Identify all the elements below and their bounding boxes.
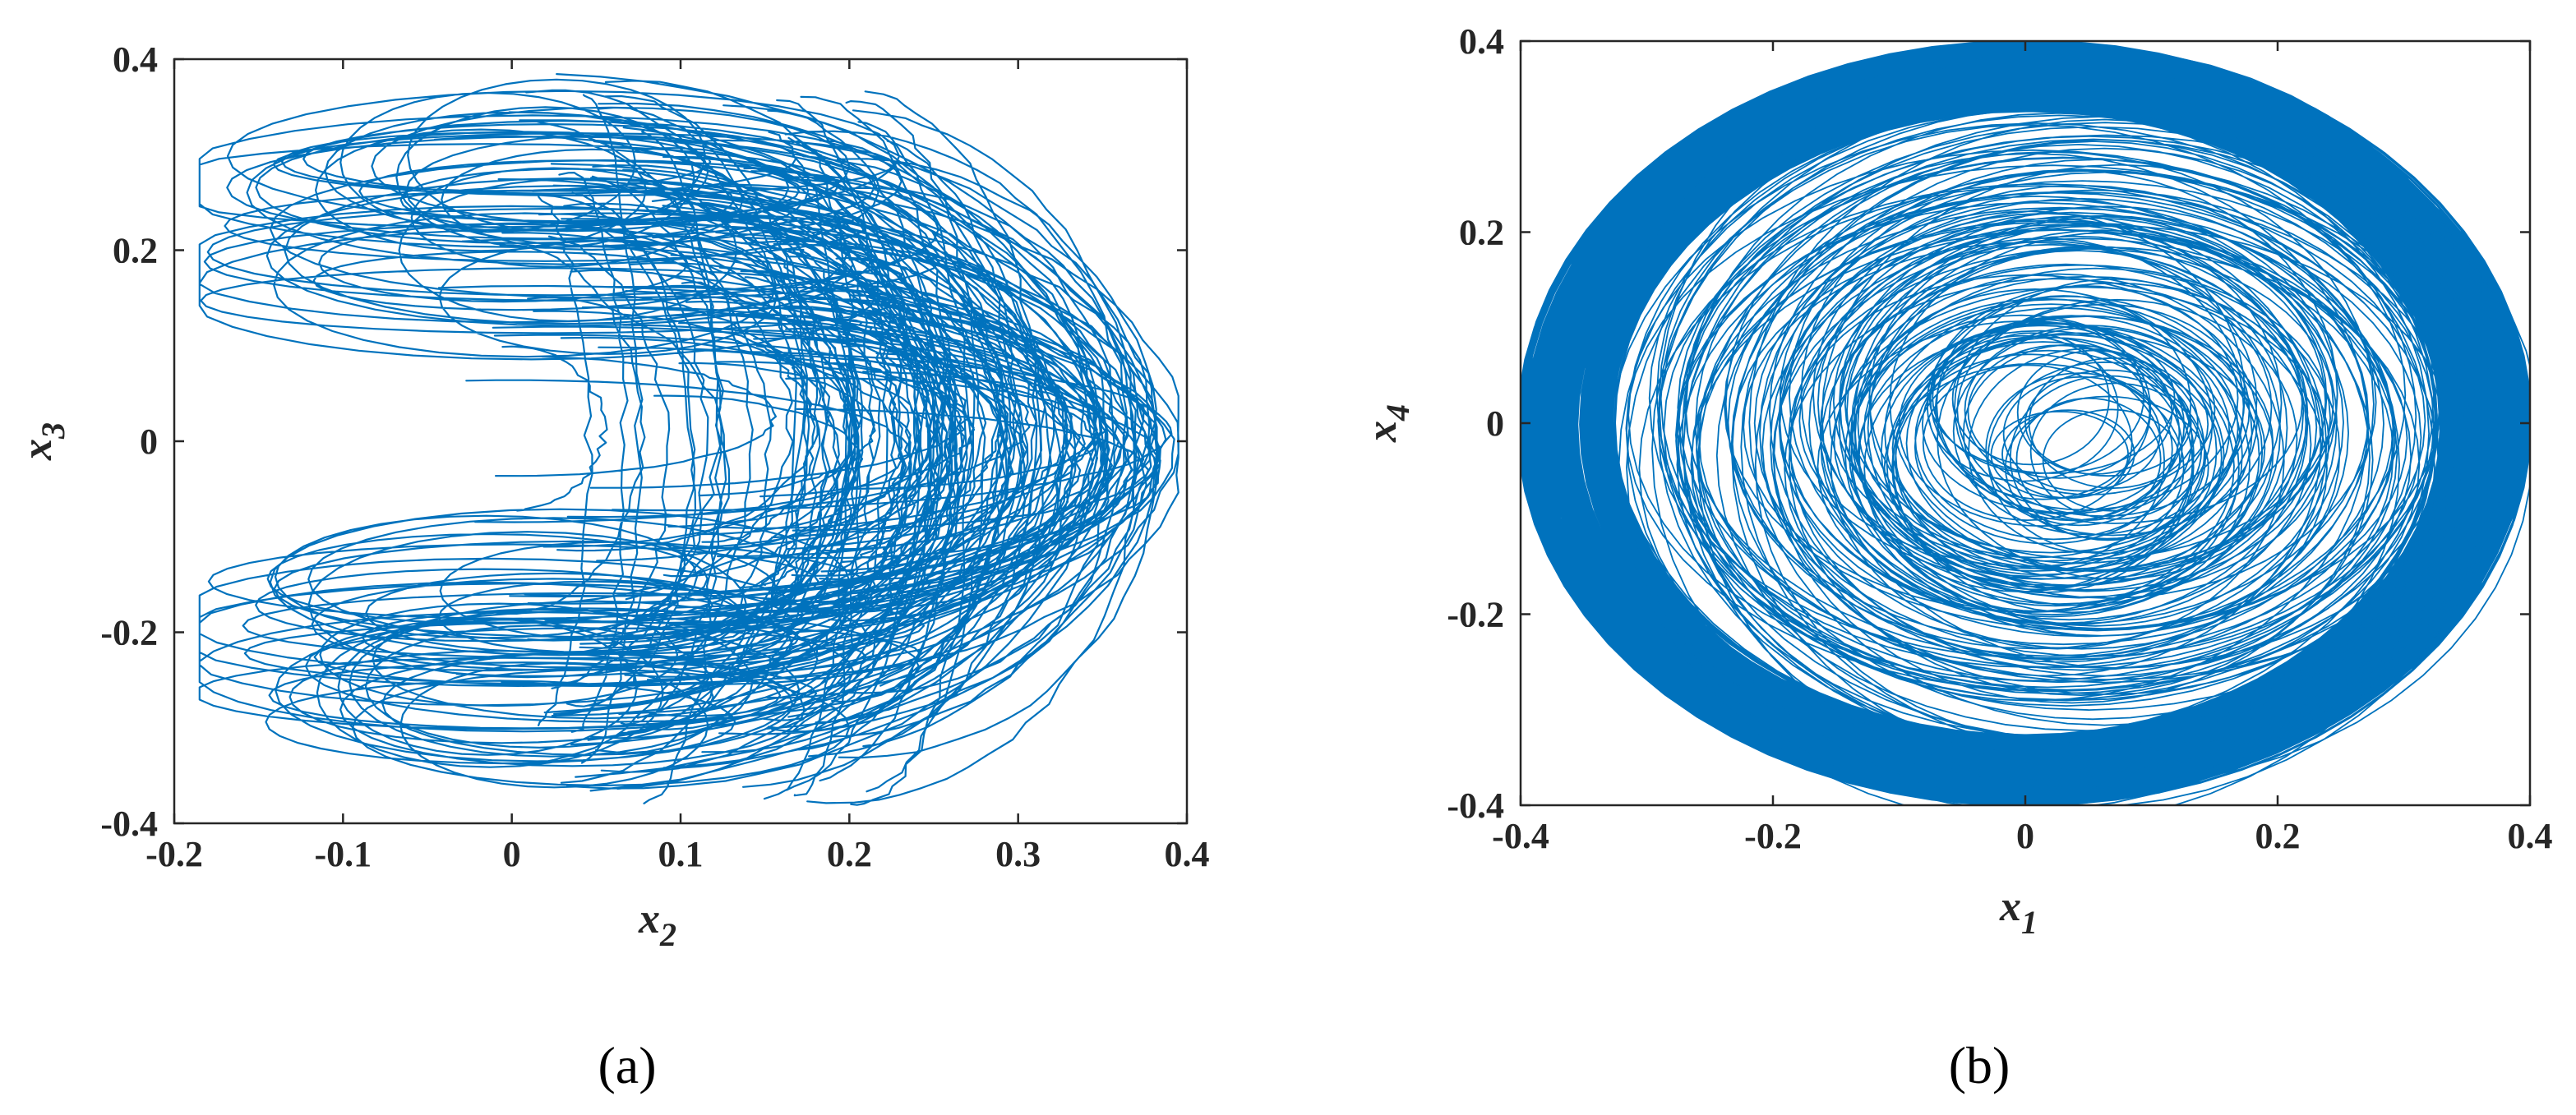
panel-b-y-tick-label: -0.4 bbox=[1447, 786, 1504, 826]
panel-b-ticks: -0.4 -0.2 0 0.2 0.4 -0.4 -0.2 0 0.2 0.4 bbox=[1447, 21, 2552, 856]
panel-b-y-axis-label: x4 bbox=[1359, 404, 1416, 443]
panel-b-y-tick-label: 0.4 bbox=[1459, 21, 1504, 62]
panel-b-chart: -0.4 -0.2 0 0.2 0.4 -0.4 -0.2 0 0.2 0.4 x1 x4 bbox=[1359, 21, 2553, 941]
panel-a-x-tick-label: 0.4 bbox=[1165, 834, 1210, 874]
panel-label-a: (a) bbox=[598, 1036, 656, 1094]
panel-b-y-tick-label: 0 bbox=[1486, 403, 1504, 444]
panel-a-chart: -0.2 -0.1 0 0.1 0.2 0.3 0.4-0.4-0.200.20.4 x2 … bbox=[14, 39, 1210, 953]
panel-a-x-axis-label: x2 bbox=[638, 896, 676, 953]
panel-a-y-tick-label: -0.4 bbox=[100, 804, 158, 844]
panel-b-x-tick-label: -0.2 bbox=[1744, 816, 1802, 856]
panel-a-x-tick-label: 0 bbox=[503, 834, 521, 874]
panel-a-ticks: -0.2 -0.1 0 0.1 0.2 0.3 0.4-0.4-0.200.20.4 bbox=[100, 39, 1209, 874]
panel-b-x-tick-label: 0 bbox=[2016, 816, 2034, 856]
panel-a-y-tick-label: 0 bbox=[140, 422, 158, 462]
panel-b-trajectory bbox=[1521, 41, 2530, 805]
panel-a-y-axis-label: x3 bbox=[14, 422, 72, 461]
panel-a-x-tick-label: 0.2 bbox=[827, 834, 872, 874]
panel-label-b: (b) bbox=[1949, 1036, 2010, 1094]
panel-b-x-tick-label: -0.4 bbox=[1492, 816, 1549, 856]
panel-b-inner-loops-path bbox=[1606, 47, 2530, 805]
panel-a-y-tick-label: -0.2 bbox=[100, 613, 158, 653]
panel-a-trajectory-path bbox=[198, 73, 1180, 806]
panel-b-y-tick-label: 0.2 bbox=[1459, 213, 1504, 253]
panel-a-y-tick-label: 0.2 bbox=[113, 231, 158, 271]
panel-a-x-tick-label: -0.2 bbox=[145, 834, 203, 874]
panel-b-y-tick-label: -0.2 bbox=[1447, 595, 1504, 635]
panel-a-y-tick-label: 0.4 bbox=[113, 39, 158, 80]
panel-b-x-tick-label: 0.4 bbox=[2508, 816, 2553, 856]
panel-a-trajectory bbox=[198, 73, 1180, 806]
panel-a-x-tick-label: 0.1 bbox=[658, 834, 704, 874]
panel-b-x-axis-label: x1 bbox=[1999, 883, 2038, 941]
panel-a-x-tick-label: 0.3 bbox=[995, 834, 1041, 874]
panel-a-x-tick-label: -0.1 bbox=[315, 834, 372, 874]
panel-b-x-tick-label: 0.2 bbox=[2255, 816, 2301, 856]
